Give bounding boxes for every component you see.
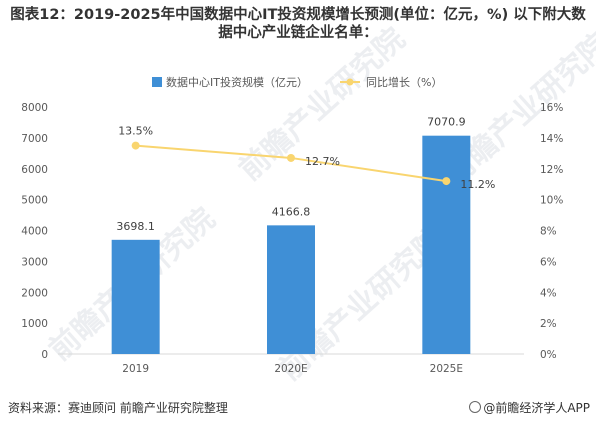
source-note: 资料来源：赛迪顾问 前瞻产业研究院整理 (8, 401, 228, 415)
y-right-tick-label: 4% (540, 287, 557, 299)
growth-value-label: 11.2% (460, 178, 495, 191)
bar-2020E (267, 225, 315, 354)
y-left-tick-label: 4000 (21, 226, 48, 238)
brand-logo-icon (469, 401, 482, 413)
legend-bar-swatch (152, 77, 162, 87)
chart-title: 图表12：2019-2025年中国数据中心IT投资规模增长预测(单位：亿元，%)… (10, 7, 586, 41)
brand-label: @前瞻经济学人APP (483, 401, 590, 415)
growth-line (135, 144, 447, 183)
y-left-tick-label: 5000 (21, 195, 48, 207)
bar-value-label: 7070.9 (427, 116, 466, 129)
y-right-tick-label: 16% (540, 102, 563, 114)
growth-point-2020E (287, 153, 295, 162)
y-left-tick-label: 8000 (21, 102, 48, 114)
y-left-tick-label: 0 (41, 349, 48, 361)
x-tick-label: 2025E (430, 363, 463, 375)
bar-2019 (111, 239, 160, 354)
bar-value-label: 4166.8 (272, 205, 311, 218)
y-left-tick-label: 3000 (21, 256, 48, 268)
bar-line-chart: 0 1000 2000 3000 4000 5000 6000 7000 8000 0% 2% 4% 6… (21, 75, 563, 375)
growth-point-2019 (131, 141, 140, 150)
legend-line-marker (346, 78, 354, 86)
y-right-tick-label: 12% (540, 164, 563, 176)
y-right-tick-label: 6% (540, 256, 557, 268)
legend-line-label: 同比增长（%） (366, 75, 442, 89)
brand-credit: @前瞻经济学人APP (469, 399, 590, 416)
bar-value-label: 3698.1 (116, 220, 155, 233)
y-right-tick-label: 14% (540, 133, 563, 145)
y-left-tick-label: 1000 (21, 318, 48, 330)
y-left-tick-label: 6000 (21, 164, 48, 176)
x-tick-label: 2020E (274, 363, 307, 375)
legend-bar-label: 数据中心IT投资规模（亿元） (166, 75, 308, 89)
y-right-tick-label: 8% (540, 226, 557, 238)
y-right-tick-label: 0% (540, 349, 557, 361)
y-right-tick-label: 2% (540, 318, 557, 330)
growth-value-label: 13.5% (118, 125, 153, 138)
y-left-tick-label: 2000 (21, 287, 48, 299)
y-left-tick-label: 7000 (21, 133, 48, 145)
y-right-tick-label: 10% (540, 195, 563, 207)
x-tick-label: 2019 (122, 363, 149, 375)
growth-point-2025E (442, 177, 451, 186)
growth-value-label: 12.7% (305, 155, 340, 168)
bar-2025E (422, 135, 471, 354)
